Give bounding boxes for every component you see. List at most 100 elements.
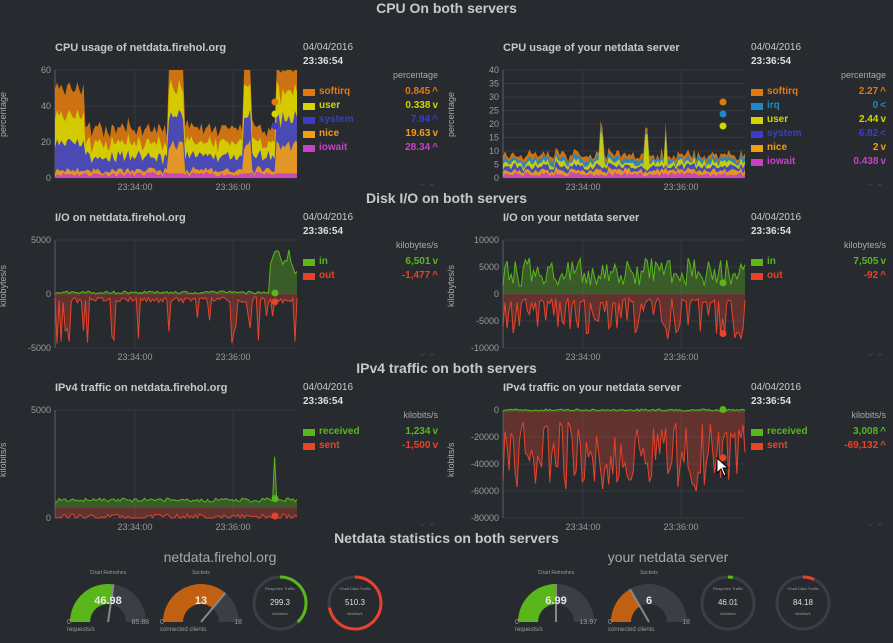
legend-item-out[interactable]: out -92 ^	[751, 270, 886, 283]
legend-arrow-icon: ^	[880, 440, 886, 451]
chart-units: kilobits/s	[851, 410, 886, 420]
legend-value-group: -1,477 ^	[402, 270, 438, 281]
y-tick-label: 40	[489, 65, 499, 75]
legend-item-received[interactable]: received 3,008 ^	[751, 426, 886, 439]
legend-arrow-icon: v	[880, 156, 886, 167]
legend-item-in[interactable]: in 6,501 v	[303, 256, 438, 269]
legend-name: out	[767, 270, 783, 281]
resize-chevron-icon[interactable]: ⌄⌄	[866, 347, 885, 359]
legend-value: 7.94	[410, 114, 431, 125]
x-tick-label: 23:36:00	[663, 522, 698, 532]
legend-item-system[interactable]: system 6.82 <	[751, 128, 886, 141]
server-title: netdata.firehol.org	[163, 549, 277, 565]
y-tick-label: 0	[46, 513, 51, 523]
donut-chart-data-traffic[interactable]: Chart Data Traffic 510.3 kilobits/s	[325, 573, 385, 633]
legend-swatch	[303, 89, 315, 96]
series-point	[271, 122, 279, 130]
resize-chevron-icon[interactable]: ⌄⌄	[866, 177, 885, 189]
chart-time: 23:36:54	[751, 56, 792, 67]
donut-response-traffic[interactable]: Response Traffic 299.3 kilobits/s	[250, 573, 310, 633]
gauge-chart-refreshes[interactable]: Chart Refreshes 6.99 0 13.97 requests/s	[513, 570, 599, 633]
legend-item-iowait[interactable]: iowait 28.34 ^	[303, 142, 438, 155]
series-point	[719, 454, 727, 462]
legend-arrow-icon: v	[880, 142, 886, 153]
chart-series	[502, 406, 746, 492]
legend-item-softirq[interactable]: softirq 2.27 ^	[751, 86, 886, 99]
gauge-needle	[200, 592, 227, 623]
legend-name: received	[319, 426, 360, 437]
legend-value-group: 6.82 <	[859, 128, 886, 139]
series-point	[271, 110, 279, 118]
legend-value-group: 7,505 v	[853, 256, 886, 267]
y-tick-label: -10000	[471, 343, 499, 353]
series-point	[719, 406, 727, 414]
legend-value: 6,501	[405, 256, 431, 267]
y-tick-label: 0	[494, 173, 499, 183]
legend-item-user[interactable]: user 2.44 v	[751, 114, 886, 127]
legend-item-nice[interactable]: nice 19.63 v	[303, 128, 438, 141]
gauge-min: 0	[67, 619, 71, 626]
legend-item-nice[interactable]: nice 2 v	[751, 142, 886, 155]
series-line-sent	[502, 421, 746, 492]
legend-item-softirq[interactable]: softirq 0.845 ^	[303, 86, 438, 99]
chart-plot[interactable]: 60 40 20 0 23:34:00 23:36:00	[0, 58, 300, 198]
donut-unit: kilobits/s	[720, 611, 736, 616]
resize-chevron-icon[interactable]: ⌄⌄	[418, 517, 437, 529]
legend-item-iowait[interactable]: iowait 0.438 v	[751, 156, 886, 169]
chart-time: 23:36:54	[751, 396, 792, 407]
y-tick-label: 0	[494, 289, 499, 299]
series-point	[719, 122, 727, 130]
series-area-sent	[503, 412, 745, 492]
legend-name: softirq	[767, 86, 799, 97]
legend-item-sent[interactable]: sent -69,132 ^	[751, 440, 886, 453]
chart-plot[interactable]: 40 35 30 25 20 15 10 5 0 23:34:00 23:36:00	[448, 58, 748, 198]
legend-item-in[interactable]: in 7,505 v	[751, 256, 886, 269]
legend-value-group: 19.63 v	[405, 128, 438, 139]
gauge-value: 46.98	[94, 595, 122, 607]
series-point	[271, 495, 279, 503]
legend-item-irq[interactable]: irq 0 <	[751, 100, 886, 113]
legend-swatch	[751, 131, 763, 138]
gauge-sockets[interactable]: Sockets 13 0 18 connected clients	[158, 570, 244, 633]
series-area-received	[55, 456, 297, 508]
section-title-netdata: Netdata statistics on both servers	[334, 530, 559, 546]
legend-swatch	[303, 273, 315, 280]
chart-plot[interactable]: 0 -20000 -40000 -60000 -80000 23:34:00 23:36:0…	[448, 398, 748, 538]
legend-item-received[interactable]: received 1,234 v	[303, 426, 438, 439]
legend-item-user[interactable]: user 0.338 v	[303, 100, 438, 113]
y-tick-label: -20000	[471, 432, 499, 442]
legend-value: 2	[872, 142, 879, 153]
legend-value-group: 2.27 ^	[859, 86, 886, 97]
legend-swatch	[751, 259, 763, 266]
legend-swatch	[303, 117, 315, 124]
chart-plot[interactable]: 5000 0 -5000 23:34:00 23:36:00	[0, 228, 300, 368]
resize-chevron-icon[interactable]: ⌄⌄	[866, 517, 885, 529]
gauge-chart-refreshes[interactable]: Chart Refreshes 46.98 0 85.88 requests/s	[65, 570, 151, 633]
chart-plot[interactable]: 10000 5000 0 -5000 -10000 23:34:00 23:36:00	[448, 228, 748, 368]
resize-chevron-icon[interactable]: ⌄⌄	[418, 177, 437, 189]
chart-series	[55, 70, 297, 178]
y-tick-label: 60	[41, 65, 51, 75]
legend-swatch	[303, 429, 315, 436]
legend-value: 0.338	[405, 100, 431, 111]
donut-ring	[700, 575, 756, 631]
legend-name: nice	[319, 128, 340, 139]
resize-chevron-icon[interactable]: ⌄⌄	[418, 347, 437, 359]
chart-plot[interactable]: 5000 0 23:34:00 23:36:00	[0, 398, 300, 538]
chart-series	[55, 456, 298, 520]
legend-item-sent[interactable]: sent -1,500 v	[303, 440, 438, 453]
legend-swatch	[751, 145, 763, 152]
y-tick-label: 35	[489, 79, 499, 89]
gauge-sockets[interactable]: Sockets 6 0 18 connected clients	[606, 570, 692, 633]
x-tick-label: 23:36:00	[663, 182, 698, 192]
legend-value-group: 7.94 ^	[411, 114, 438, 125]
donut-value: 46.01	[717, 598, 739, 607]
donut-title: Chart Data Traffic	[787, 586, 819, 591]
legend-item-system[interactable]: system 7.94 ^	[303, 114, 438, 127]
legend-value-group: -92 ^	[864, 270, 886, 281]
donut-chart-data-traffic[interactable]: Chart Data Traffic 84.18 kilobits/s	[773, 573, 833, 633]
legend-swatch	[303, 131, 315, 138]
gauge-needle	[107, 584, 115, 623]
donut-response-traffic[interactable]: Response Traffic 46.01 kilobits/s	[698, 573, 758, 633]
legend-item-out[interactable]: out -1,477 ^	[303, 270, 438, 283]
